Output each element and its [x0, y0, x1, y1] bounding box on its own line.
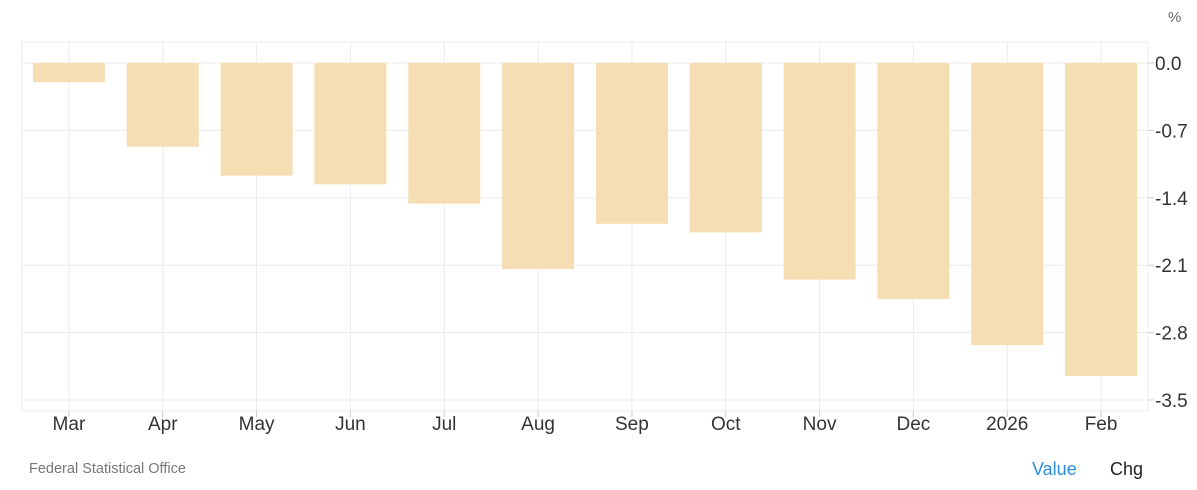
- source-label: Federal Statistical Office: [29, 461, 186, 477]
- bar-feb[interactable]: [1065, 63, 1138, 376]
- y-tick-label: -2.8: [1155, 324, 1188, 345]
- y-tick-label: -2.1: [1155, 256, 1188, 277]
- bar-dec[interactable]: [877, 63, 950, 299]
- bar-aug[interactable]: [502, 63, 575, 270]
- bar-nov[interactable]: [783, 63, 856, 280]
- x-tick-label: May: [239, 414, 275, 435]
- x-tick-label: Jul: [432, 414, 456, 435]
- plot-frame: [21, 41, 1149, 412]
- y-tick-label: -3.5: [1155, 391, 1188, 412]
- bar-2026[interactable]: [971, 63, 1044, 346]
- y-axis-unit: %: [1168, 9, 1181, 26]
- x-tick-label: Aug: [521, 414, 555, 435]
- bar-layer: [32, 63, 1138, 376]
- bar-may[interactable]: [220, 63, 293, 176]
- x-tick-label: Jun: [335, 414, 366, 435]
- x-tick-label: Nov: [803, 414, 837, 435]
- bar-oct[interactable]: [689, 63, 762, 233]
- axis-layer: 0.0 -0.7 -1.4 -2.1 -2.8 -3.5 Mar Apr May Jun Jul Au…: [53, 54, 1189, 435]
- x-tick-label: Apr: [148, 414, 178, 435]
- chg-toggle[interactable]: Chg: [1110, 459, 1144, 479]
- bar-sep[interactable]: [595, 63, 668, 224]
- bar-jun[interactable]: [314, 63, 387, 185]
- x-tick-label: Oct: [711, 414, 741, 435]
- y-tick-label: -1.4: [1155, 189, 1188, 210]
- bar-apr[interactable]: [126, 63, 199, 147]
- x-tick-label: Sep: [615, 414, 649, 435]
- x-tick-label: Mar: [53, 414, 86, 435]
- y-tick-label: 0.0: [1155, 54, 1181, 75]
- x-tick-label: Dec: [897, 414, 931, 435]
- value-toggle[interactable]: Value: [1032, 459, 1077, 479]
- bar-jul[interactable]: [408, 63, 481, 204]
- y-tick-label: -0.7: [1155, 121, 1188, 142]
- x-tick-label: 2026: [986, 414, 1028, 435]
- bar-mar[interactable]: [32, 63, 105, 83]
- x-tick-label: Feb: [1085, 414, 1118, 435]
